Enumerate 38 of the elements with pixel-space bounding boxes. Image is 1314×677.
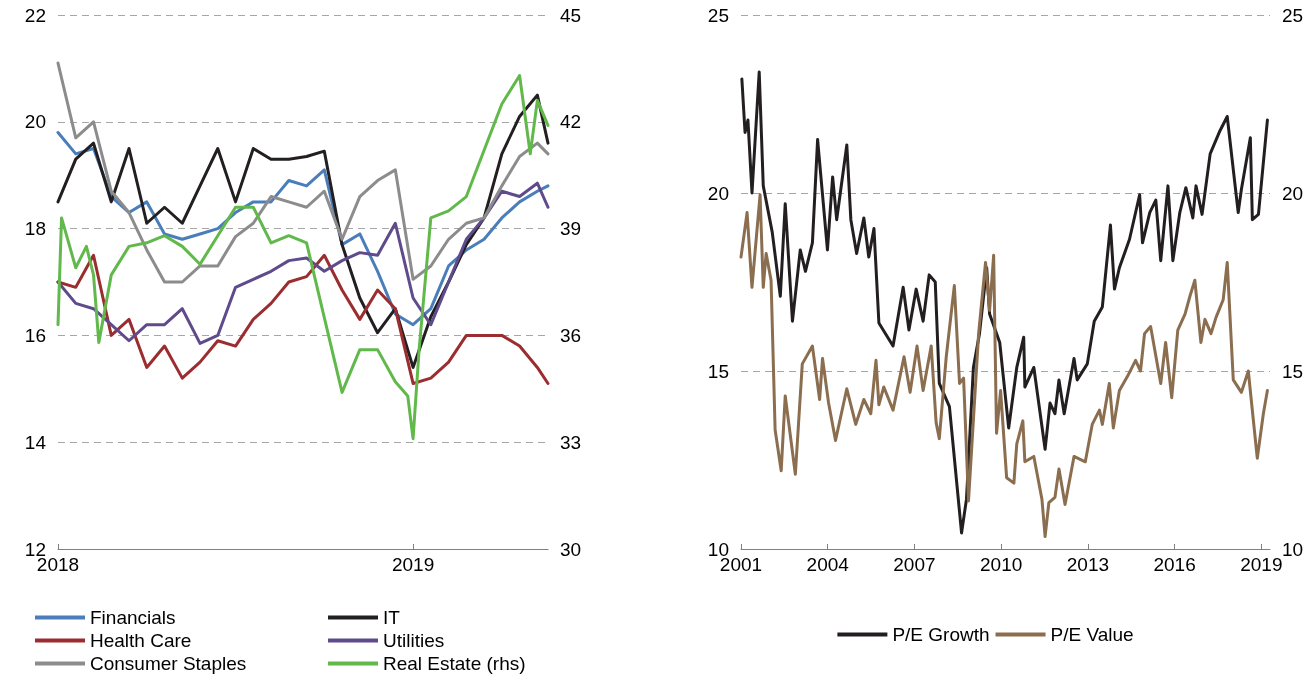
y-tick-label: 20 (24, 111, 46, 133)
x-tick-label: 2019 (1240, 554, 1283, 575)
line-series (56, 74, 550, 441)
y2-tick-label: 15 (1282, 360, 1304, 382)
y-tick-label: 22 (24, 4, 46, 26)
line-series (740, 70, 1269, 535)
x-tick-label: 2010 (980, 554, 1023, 575)
line-series (56, 61, 550, 284)
legend-label: IT (383, 607, 401, 628)
legend-label: Utilities (383, 630, 445, 651)
y-tick-label: 14 (24, 431, 47, 453)
y2-tick-label: 30 (560, 538, 582, 560)
legend-label: Real Estate (rhs) (383, 653, 526, 674)
x-tick-label: 2004 (806, 554, 850, 575)
line-series (56, 181, 550, 345)
y-tick-label: 18 (24, 218, 46, 240)
y2-tick-label: 36 (560, 324, 582, 346)
legend-label: P/E Value (1050, 624, 1134, 645)
x-tick-label: 2013 (1066, 554, 1110, 575)
x-tick-label: 2007 (893, 554, 936, 575)
legend-label: Health Care (90, 630, 192, 651)
y-tick-label: 25 (707, 4, 729, 26)
y2-tick-label: 10 (1282, 538, 1304, 560)
y2-tick-label: 39 (560, 218, 582, 240)
line-series (739, 193, 1269, 539)
x-tick-label: 2016 (1153, 554, 1196, 575)
x-tick-label: 2019 (391, 554, 435, 575)
legend-label: Consumer Staples (90, 653, 247, 674)
y2-tick-label: 33 (560, 431, 582, 453)
y-tick-label: 15 (707, 360, 729, 382)
y2-tick-label: 25 (1282, 4, 1304, 26)
y2-tick-label: 42 (560, 111, 582, 133)
y-tick-label: 16 (24, 324, 46, 346)
y2-tick-label: 20 (1282, 182, 1304, 204)
y-tick-label: 20 (707, 182, 729, 204)
legend-label: Financials (90, 607, 176, 628)
y2-tick-label: 45 (560, 4, 582, 26)
legend-label: P/E Growth (892, 624, 990, 645)
